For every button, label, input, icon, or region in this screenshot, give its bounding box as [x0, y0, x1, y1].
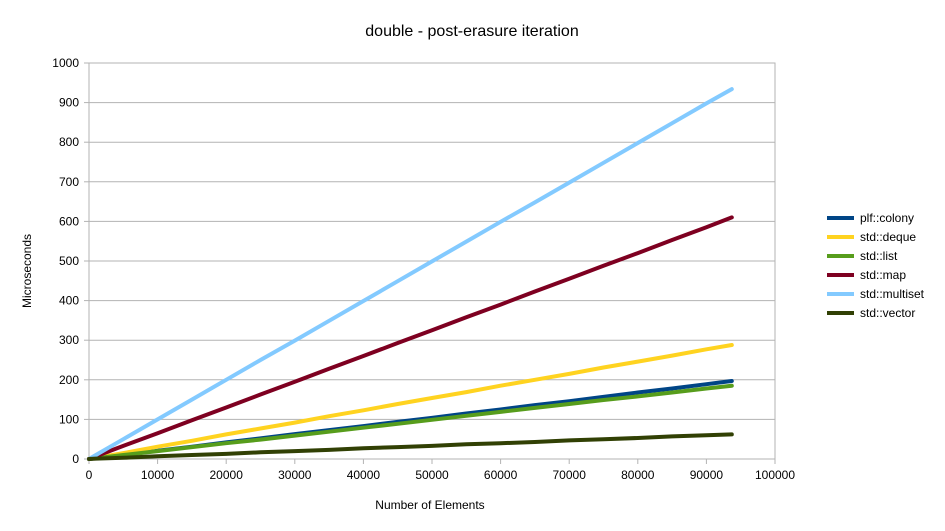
y-tick-label: 800 [59, 135, 79, 149]
series-lines [87, 87, 734, 461]
y-tick-label: 700 [59, 175, 79, 189]
legend-label: std::map [860, 268, 906, 282]
plot-area-frame [88, 62, 776, 460]
y-axis-label: Microseconds [20, 234, 34, 308]
legend-label: plf::colony [860, 211, 914, 225]
legend: plf::colonystd::dequestd::liststd::mapst… [827, 211, 925, 320]
x-tick-label: 50000 [415, 468, 449, 482]
legend-label: std::deque [860, 230, 916, 244]
x-tick-label: 100000 [755, 468, 795, 482]
x-tick-label: 70000 [553, 468, 587, 482]
legend-label: std::vector [860, 306, 915, 320]
y-tick-label: 1000 [52, 56, 79, 70]
y-tick-label: 500 [59, 254, 79, 268]
series-line-std-map [87, 215, 734, 461]
series-line-std-vector [87, 432, 734, 461]
x-tick-label: 10000 [141, 468, 175, 482]
x-tick-label: 60000 [484, 468, 518, 482]
x-tick-label: 30000 [278, 468, 312, 482]
y-tick-label: 200 [59, 373, 79, 387]
x-tick-label: 40000 [347, 468, 381, 482]
chart-title: double - post-erasure iteration [365, 23, 578, 40]
legend-label: std::list [860, 249, 898, 263]
y-tick-label: 900 [59, 96, 79, 110]
y-tick-label: 600 [59, 214, 79, 228]
x-tick-label: 0 [86, 468, 93, 482]
y-tick-label: 400 [59, 294, 79, 308]
y-tick-label: 300 [59, 333, 79, 347]
series-line-std-list [87, 383, 734, 461]
series-line-std-multiset [87, 87, 734, 461]
x-axis-label: Number of Elements [375, 498, 484, 512]
series-line-std-deque [87, 343, 734, 461]
y-tick-label: 0 [72, 452, 79, 466]
legend-label: std::multiset [860, 287, 925, 301]
y-tick-label: 100 [59, 412, 79, 426]
x-tick-label: 90000 [690, 468, 724, 482]
x-tick-label: 20000 [210, 468, 244, 482]
x-tick-label: 80000 [621, 468, 655, 482]
